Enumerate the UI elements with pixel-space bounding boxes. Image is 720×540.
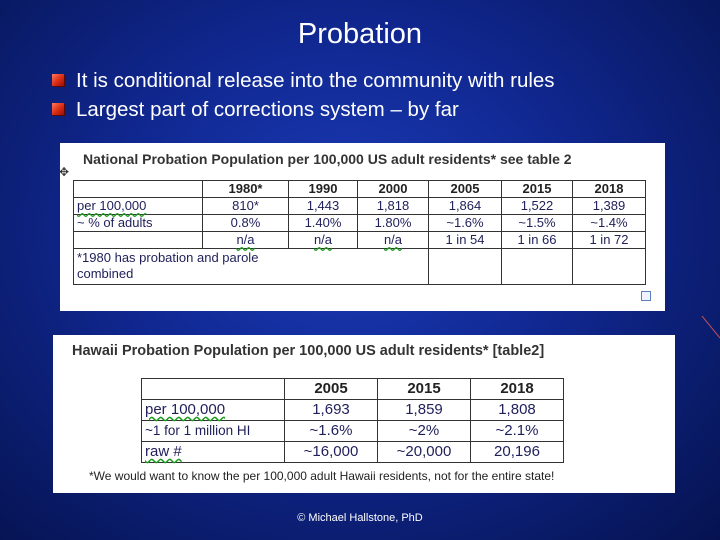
table-cell: 1 in 66: [501, 231, 573, 249]
table-note-line: combined: [77, 266, 134, 281]
bullet-text: Largest part of corrections system – by …: [76, 98, 459, 121]
table-header-cell: 2015: [377, 378, 471, 400]
row-label: per 100,000: [73, 197, 203, 215]
bullet-item: It is conditional release into the commu…: [52, 66, 555, 95]
table-cell: 1.40%: [288, 214, 358, 232]
row-label: ~ % of adults: [73, 214, 203, 232]
table-row: n/a n/a n/a 1 in 54 1 in 66 1 in 72: [73, 231, 646, 249]
table-cell: ~2%: [377, 420, 471, 442]
table-header-row: 1980* 1990 2000 2005 2015 2018: [73, 180, 646, 198]
cell-text: n/a: [383, 232, 403, 247]
table-row: ~1 for 1 million HI ~1.6% ~2% ~2.1%: [141, 420, 564, 442]
move-handle-icon[interactable]: ✥: [59, 165, 70, 179]
row-label: per 100,000: [141, 399, 285, 421]
table-cell: 20,196: [470, 441, 564, 463]
row-label-text: per 100,000: [77, 198, 147, 213]
table-cell: 1,808: [470, 399, 564, 421]
table-header-cell: 2018: [470, 378, 564, 400]
table-cell: ~1.4%: [572, 214, 646, 232]
table-header-row: 2005 2015 2018: [141, 378, 564, 400]
hawaii-table-panel: Hawaii Probation Population per 100,000 …: [53, 335, 675, 493]
table-note-line: *1980 has probation and parole: [77, 250, 259, 265]
national-probation-table: 1980* 1990 2000 2005 2015 2018 per 100,0…: [73, 180, 646, 285]
bullet-text: It is conditional release into the commu…: [76, 69, 555, 92]
slide-title: Probation: [297, 18, 423, 50]
table-header-cell: 1980*: [202, 180, 289, 198]
table-header-cell: [73, 180, 203, 198]
table-cell: 1.80%: [357, 214, 429, 232]
table-cell: ~16,000: [284, 441, 378, 463]
row-label: ~1 for 1 million HI: [141, 420, 285, 442]
table-cell: 1,859: [377, 399, 471, 421]
table-cell: 1,818: [357, 197, 429, 215]
resize-handle-icon[interactable]: [641, 291, 651, 301]
bullet-item: Largest part of corrections system – by …: [52, 95, 555, 124]
table-header-cell: 1990: [288, 180, 358, 198]
table-cell: 1,389: [572, 197, 646, 215]
table-cell: 1 in 54: [428, 231, 502, 249]
table-cell: [428, 248, 502, 285]
table-cell: n/a: [202, 231, 289, 249]
row-label: raw #: [141, 441, 285, 463]
table-cell: [501, 248, 573, 285]
table-cell: ~1.5%: [501, 214, 573, 232]
decorative-line: [701, 316, 720, 339]
table-cell: ~1.6%: [428, 214, 502, 232]
table-header-cell: [141, 378, 285, 400]
hawaii-table-note: *We would want to know the per 100,000 a…: [89, 469, 555, 483]
row-label: [73, 231, 203, 249]
table-cell: 1,443: [288, 197, 358, 215]
table-cell: 1,693: [284, 399, 378, 421]
table-header-cell: 2000: [357, 180, 429, 198]
hawaii-probation-table: 2005 2015 2018 per 100,000 1,693 1,859 1…: [141, 378, 564, 463]
table-row: per 100,000 1,693 1,859 1,808: [141, 399, 564, 421]
table-note: *1980 has probation and parole combined: [73, 248, 429, 285]
table-note-row: *1980 has probation and parole combined: [73, 248, 646, 285]
table-cell: 810*: [202, 197, 289, 215]
hawaii-table-title: Hawaii Probation Population per 100,000 …: [72, 343, 545, 359]
table-cell: n/a: [357, 231, 429, 249]
slide-footer: © Michael Hallstone, PhD: [297, 512, 423, 524]
row-label-text: raw #: [145, 443, 182, 460]
table-cell: 0.8%: [202, 214, 289, 232]
table-header-cell: 2005: [284, 378, 378, 400]
bullet-square-icon: [52, 74, 64, 86]
bullet-list: It is conditional release into the commu…: [52, 66, 555, 124]
table-cell: ~2.1%: [470, 420, 564, 442]
cell-text: n/a: [236, 232, 255, 247]
table-row: per 100,000 810* 1,443 1,818 1,864 1,522…: [73, 197, 646, 215]
table-cell: [572, 248, 646, 285]
table-header-cell: 2015: [501, 180, 573, 198]
table-cell: 1 in 72: [572, 231, 646, 249]
bullet-square-icon: [52, 103, 64, 115]
table-cell: 1,522: [501, 197, 573, 215]
table-header-cell: 2005: [428, 180, 502, 198]
national-table-panel[interactable]: ✥ National Probation Population per 100,…: [59, 143, 665, 311]
table-row: raw # ~16,000 ~20,000 20,196: [141, 441, 564, 463]
table-cell: 1,864: [428, 197, 502, 215]
table-row: ~ % of adults 0.8% 1.40% 1.80% ~1.6% ~1.…: [73, 214, 646, 232]
table-cell: ~20,000: [377, 441, 471, 463]
national-table-title: National Probation Population per 100,00…: [83, 151, 572, 167]
table-cell: n/a: [288, 231, 358, 249]
cell-text: n/a: [313, 232, 333, 247]
table-cell: ~1.6%: [284, 420, 378, 442]
table-header-cell: 2018: [572, 180, 646, 198]
row-label-text: per 100,000: [145, 401, 226, 418]
